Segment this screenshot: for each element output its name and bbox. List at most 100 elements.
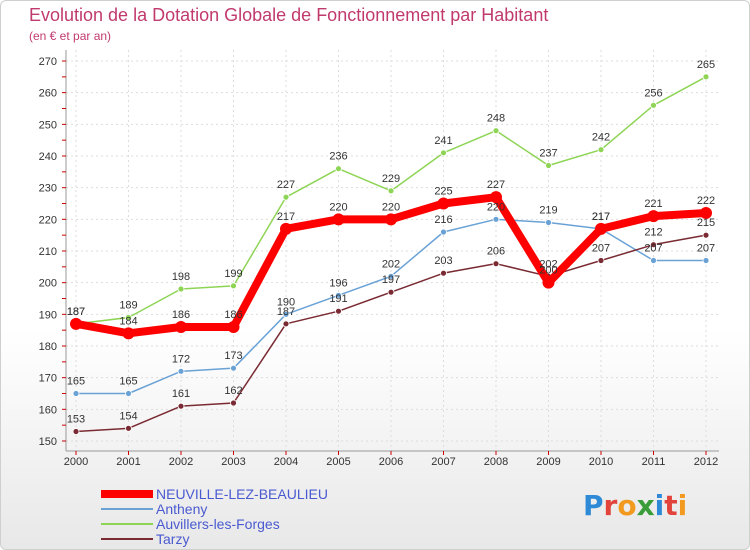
x-tick-label: 2001 (116, 456, 140, 468)
data-label: 191 (329, 293, 347, 305)
legend-label: Antheny (156, 500, 208, 517)
data-label: 212 (644, 227, 662, 239)
y-tick-label: 150 (39, 436, 57, 448)
y-tick-label: 240 (39, 151, 57, 163)
data-point (542, 276, 555, 289)
data-label: 227 (487, 179, 505, 191)
x-tick-label: 2003 (221, 456, 245, 468)
data-point (177, 285, 185, 293)
legend-swatch (101, 489, 153, 498)
data-point (125, 314, 132, 321)
legend-label: NEUVILLE-LEZ-BEAULIEU (156, 485, 328, 502)
data-label: 225 (434, 186, 452, 198)
data-label: 189 (119, 300, 137, 312)
data-label: 220 (329, 201, 347, 213)
data-point (385, 213, 397, 226)
data-point (440, 269, 447, 277)
logo-letter: r (603, 489, 618, 522)
data-label: 199 (224, 268, 242, 280)
data-point (230, 399, 237, 407)
data-label: 165 (67, 376, 85, 388)
chart-subtitle: (en € et par an) (29, 29, 112, 43)
data-label: 217 (592, 211, 610, 223)
data-label: 242 (592, 132, 610, 144)
data-point (702, 231, 710, 239)
data-point (230, 282, 237, 290)
data-label: 216 (434, 214, 452, 226)
x-tick-label: 2002 (169, 456, 193, 468)
x-tick-label: 2009 (536, 456, 560, 468)
data-point (545, 162, 552, 169)
data-label: 221 (644, 198, 662, 210)
legend-label: Auvillers-les-Forges (156, 515, 280, 532)
legend-item-auvillers-les-forges: Auvillers-les-Forges (101, 516, 280, 531)
data-point (440, 228, 447, 236)
data-point (177, 367, 185, 375)
data-point (282, 193, 290, 201)
y-tick-label: 270 (39, 56, 57, 68)
x-tick-label: 2010 (589, 456, 613, 468)
data-point (387, 272, 395, 280)
legend-item-tarzy: Tarzy (101, 531, 189, 546)
data-point (440, 149, 447, 157)
data-label: 241 (434, 135, 452, 147)
legend-item-antheny: Antheny (101, 501, 207, 516)
y-tick-label: 250 (39, 119, 57, 131)
data-point (177, 402, 185, 410)
data-label: 187 (67, 306, 85, 318)
data-label: 236 (329, 151, 347, 163)
data-label: 207 (592, 243, 610, 255)
data-label: 219 (539, 205, 557, 217)
data-label: 153 (67, 414, 85, 426)
data-label: 215 (697, 217, 715, 229)
logo-letter: i (677, 489, 688, 522)
y-tick-label: 180 (39, 341, 57, 353)
data-point (230, 364, 237, 372)
data-point (125, 424, 132, 432)
data-label: 186 (172, 309, 190, 321)
data-point (282, 320, 290, 328)
data-label: 165 (119, 376, 137, 388)
data-label: 187 (277, 306, 295, 318)
data-point (332, 213, 345, 226)
data-label: 227 (277, 179, 295, 191)
logo-letter: o (617, 489, 637, 522)
data-point (125, 390, 132, 397)
x-tick-label: 2012 (694, 456, 718, 468)
data-label: 220 (487, 201, 505, 213)
y-tick-label: 210 (39, 246, 57, 258)
data-label: 172 (172, 353, 190, 365)
data-point (492, 127, 500, 135)
data-point (492, 215, 500, 223)
data-point (72, 390, 80, 397)
data-label: 184 (119, 315, 137, 327)
data-label: 202 (539, 258, 557, 270)
data-point (647, 210, 660, 223)
legend-item-neuville-lez-beaulieu: NEUVILLE-LEZ-BEAULIEU (101, 486, 328, 501)
data-point (335, 307, 342, 315)
legend-swatch (101, 507, 153, 510)
y-tick-label: 230 (39, 183, 57, 195)
data-label: 162 (224, 385, 242, 397)
data-label: 206 (487, 246, 505, 258)
data-point (700, 207, 712, 219)
y-tick-label: 160 (39, 404, 57, 416)
logo-letter: P (583, 489, 604, 522)
data-label: 196 (329, 277, 347, 289)
data-label: 203 (434, 255, 452, 267)
x-tick-label: 2011 (642, 456, 666, 468)
legend-swatch (101, 522, 153, 525)
data-point (597, 146, 605, 154)
y-tick-label: 220 (39, 214, 57, 226)
data-point (175, 321, 187, 333)
data-point (70, 317, 82, 330)
x-tick-label: 2008 (484, 456, 508, 468)
data-label: 229 (382, 173, 400, 185)
data-point (335, 165, 342, 173)
data-label: 217 (277, 211, 295, 223)
y-tick-label: 170 (39, 373, 57, 385)
data-point (545, 219, 552, 226)
logo-letter: t (664, 489, 678, 522)
x-tick-label: 2004 (274, 456, 298, 468)
